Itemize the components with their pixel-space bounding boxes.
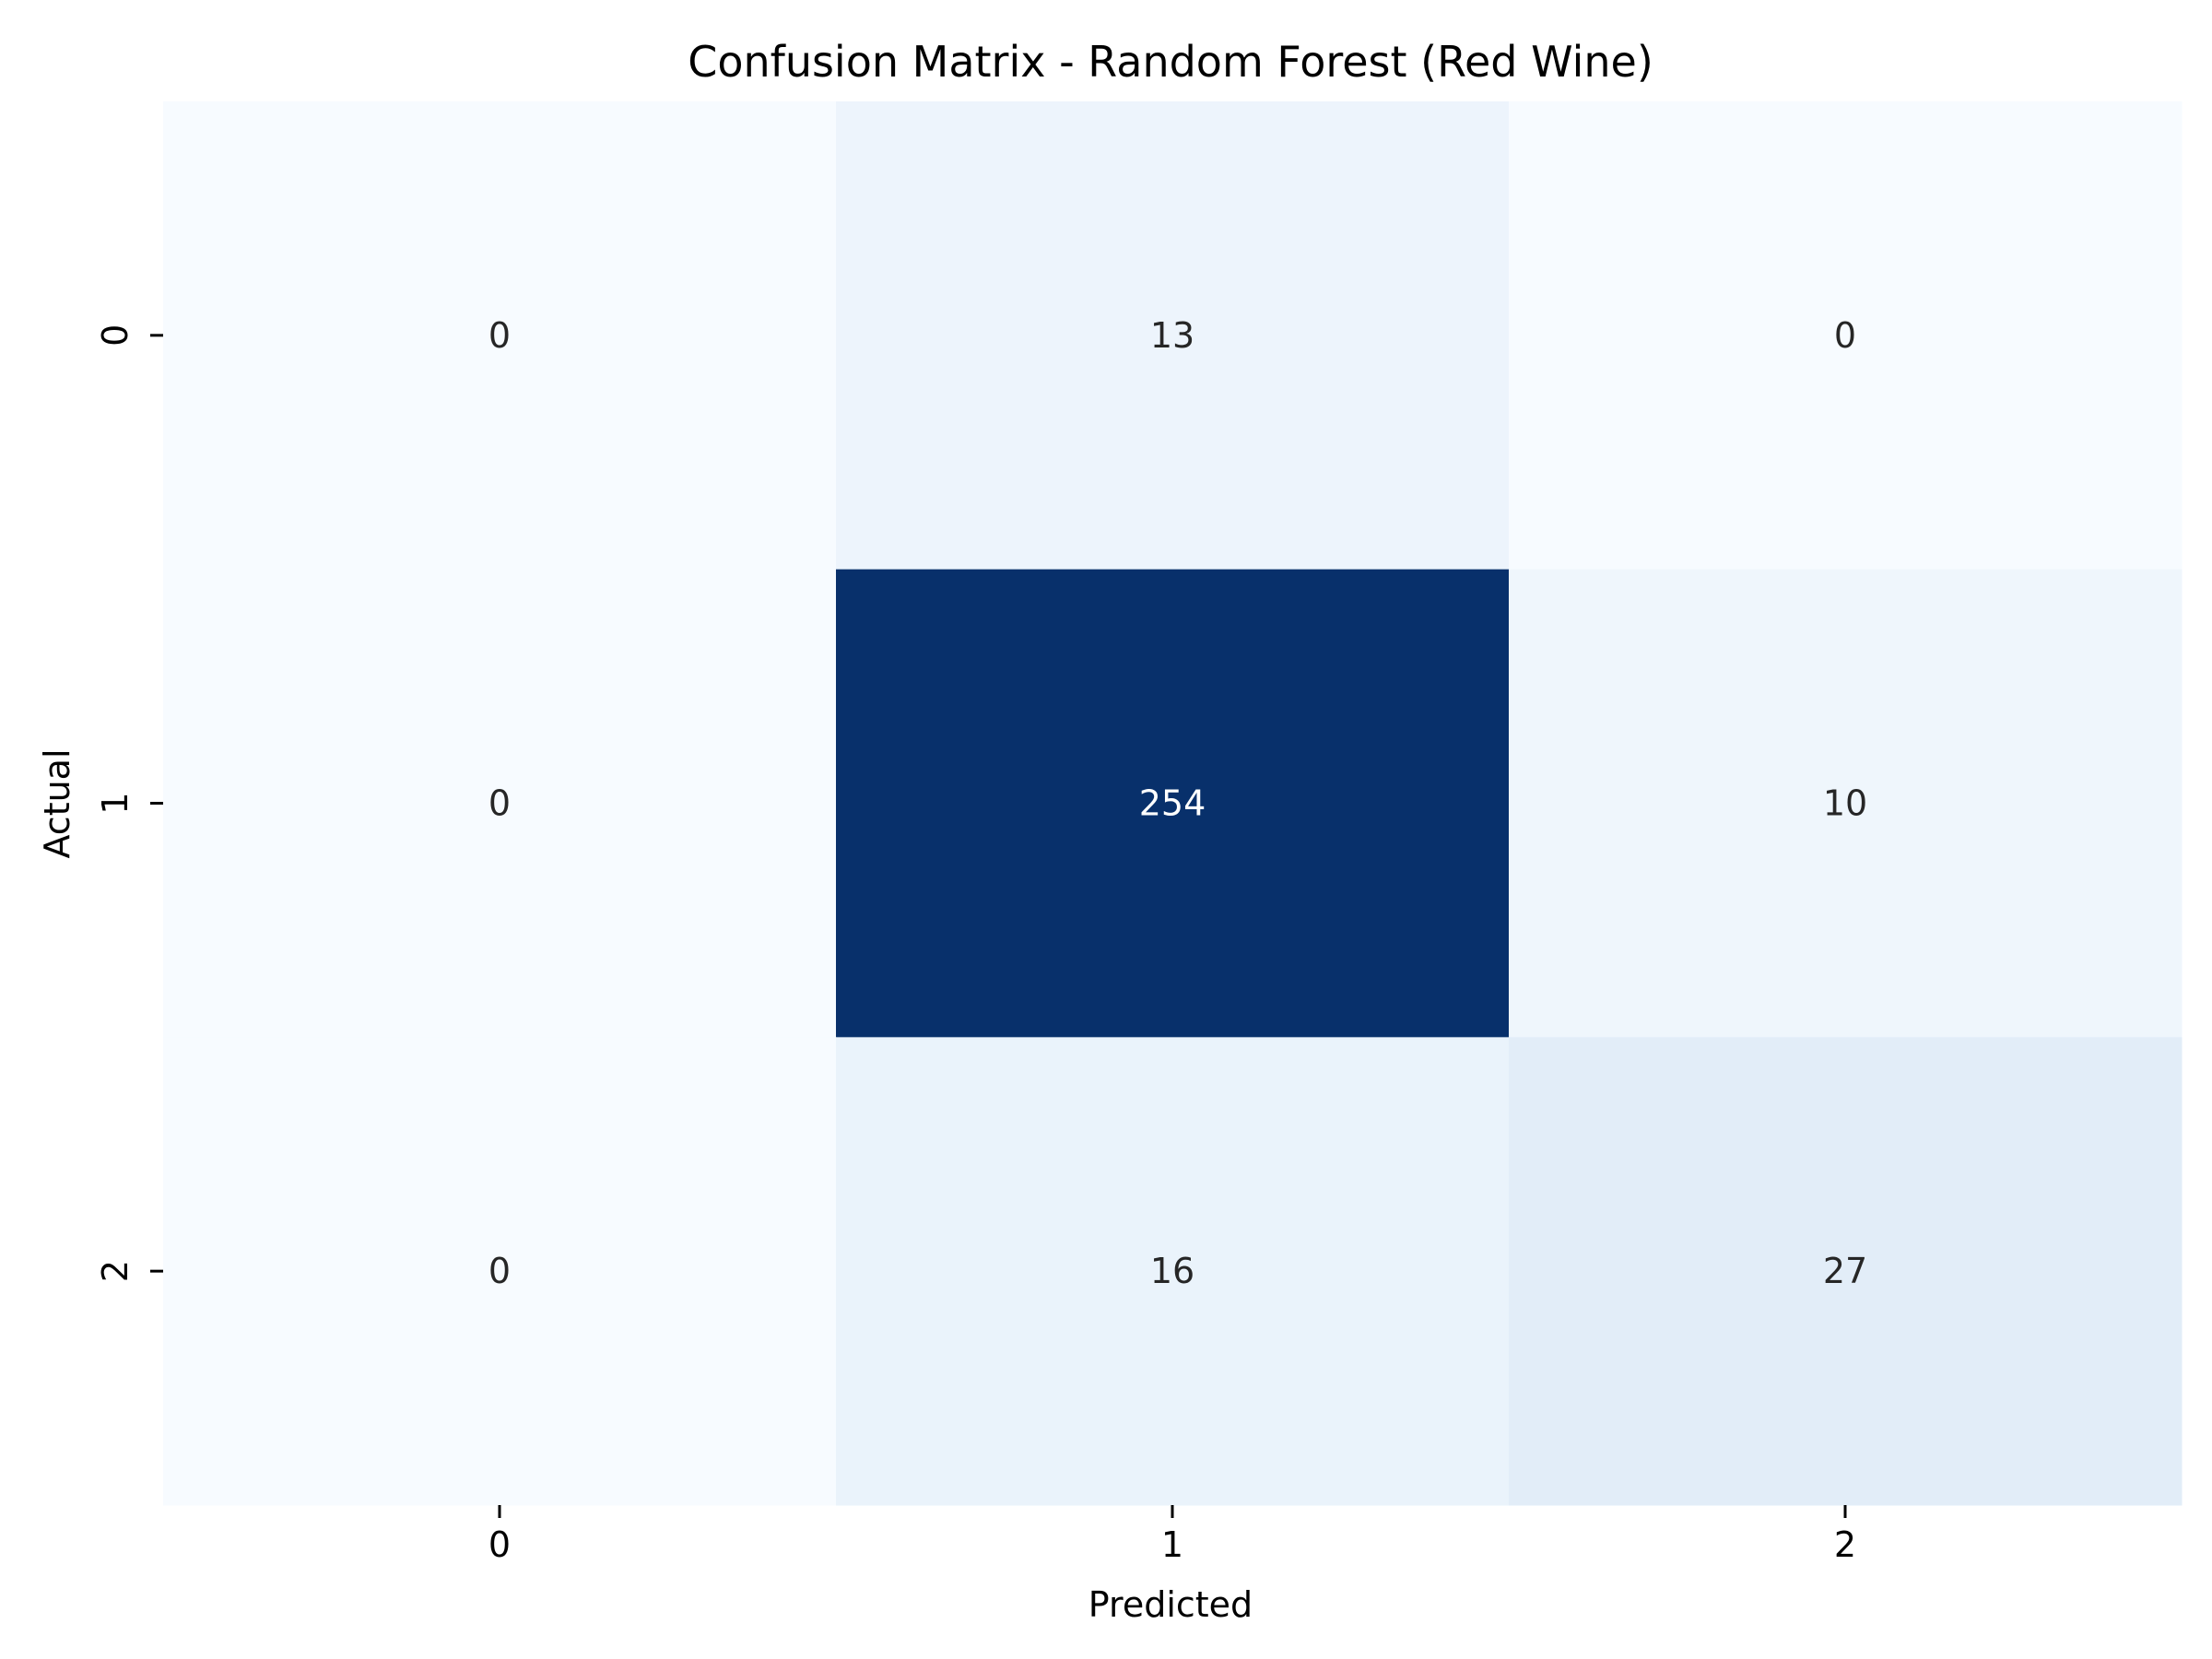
- heatmap-cell-0-0: [163, 101, 837, 571]
- y-tick-label-1: 1: [95, 792, 135, 814]
- cell-value-1-0: 0: [488, 783, 511, 824]
- x-tick-label-0: 0: [488, 1524, 511, 1565]
- cell-value-2-0: 0: [488, 1251, 511, 1291]
- x-axis-label: Predicted: [1088, 1584, 1253, 1625]
- cell-value-0-0: 0: [488, 315, 511, 356]
- cell-value-0-1: 13: [1150, 315, 1194, 356]
- heatmap-cell-2-2: [1509, 1037, 2183, 1506]
- x-tick-label-1: 1: [1161, 1524, 1183, 1565]
- cell-value-0-2: 0: [1834, 315, 1856, 356]
- heatmap-cells: [163, 101, 2183, 1506]
- y-tick-label-2: 2: [95, 1260, 135, 1282]
- x-axis-ticks: 0 1 2: [488, 1505, 1856, 1565]
- y-axis-ticks: 0 1 2: [95, 324, 163, 1282]
- cell-value-1-2: 10: [1823, 783, 1867, 824]
- heatmap-cell-1-0: [163, 569, 837, 1038]
- heatmap-cell-0-2: [1509, 101, 2183, 571]
- heatmap-cell-1-2: [1509, 569, 2183, 1038]
- cell-value-2-1: 16: [1150, 1251, 1194, 1291]
- x-tick-label-2: 2: [1834, 1524, 1856, 1565]
- heatmap-cell-0-1: [836, 101, 1510, 571]
- heatmap-cell-1-1: [836, 569, 1510, 1038]
- chart-title: Confusion Matrix - Random Forest (Red Wi…: [688, 37, 1653, 87]
- y-axis-label: Actual: [37, 748, 77, 858]
- heatmap-cell-2-0: [163, 1037, 837, 1506]
- heatmap-cell-labels: 0 13 0 0 254 10 0 16 27: [488, 315, 1867, 1291]
- cell-value-2-2: 27: [1823, 1251, 1867, 1291]
- heatmap-cell-2-1: [836, 1037, 1510, 1506]
- y-tick-label-0: 0: [95, 324, 135, 347]
- cell-value-1-1: 254: [1139, 783, 1206, 824]
